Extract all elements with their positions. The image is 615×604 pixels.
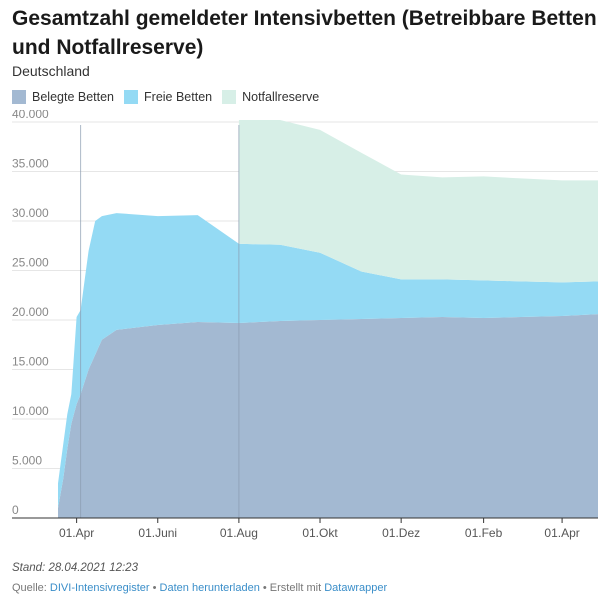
- legend-item-notfall: Notfallreserve: [222, 90, 319, 104]
- x-tick-label: 01.Juni: [138, 526, 177, 540]
- legend: Belegte Betten Freie Betten Notfallreser…: [12, 90, 319, 104]
- datawrapper-link[interactable]: Datawrapper: [324, 582, 388, 594]
- y-tick-label: 20.000: [12, 305, 49, 319]
- source-prefix: Quelle:: [12, 582, 50, 594]
- y-tick-label: 15.000: [12, 355, 49, 369]
- y-tick-label: 35.000: [12, 157, 49, 171]
- area-belegte-betten: [58, 314, 598, 518]
- chart-subtitle: Deutschland: [12, 63, 90, 79]
- legend-swatch-notfall: [222, 90, 237, 104]
- legend-label-belegte: Belegte Betten: [32, 90, 115, 104]
- source-sep-1: •: [149, 582, 160, 594]
- source-sep-2: • Erstellt mit: [259, 582, 325, 594]
- legend-swatch-freie: [124, 90, 139, 104]
- legend-item-belegte: Belegte Betten: [12, 90, 114, 104]
- y-tick-label: 40.000: [12, 110, 49, 121]
- legend-label-notfall: Notfallreserve: [242, 90, 320, 104]
- x-tick-label: 01.Dez: [382, 526, 420, 540]
- x-tick-label: 01.Apr: [59, 526, 94, 540]
- legend-item-freie: Freie Betten: [124, 90, 212, 104]
- chart-area: 0 5.000 10.000 15.000 20.000 25.000 30.000 35.0…: [12, 110, 598, 540]
- download-data-link[interactable]: Daten herunterladen: [159, 582, 260, 594]
- area-freie-betten: [58, 213, 598, 509]
- source-line: Quelle: DIVI-Intensivregister • Daten he…: [12, 582, 387, 594]
- x-tick-label: 01.Okt: [302, 526, 338, 540]
- legend-swatch-belegte: [12, 90, 26, 104]
- y-tick-label: 10.000: [12, 404, 49, 418]
- source-link[interactable]: DIVI-Intensivregister: [49, 582, 150, 594]
- y-tick-label: 0: [12, 503, 19, 517]
- legend-label-freie: Freie Betten: [144, 90, 213, 104]
- chart-title: Gesamtzahl gemeldeter Intensivbetten (Be…: [12, 7, 597, 59]
- stand-date: Stand: 28.04.2021 12:23: [12, 562, 138, 574]
- y-tick-label: 30.000: [12, 206, 49, 220]
- x-tick-label: 01.Feb: [465, 526, 503, 540]
- y-tick-label: 25.000: [12, 256, 49, 270]
- y-tick-label: 5.000: [12, 454, 42, 468]
- area-notfallreserve: [238, 120, 598, 283]
- x-tick-label: 01.Aug: [220, 526, 258, 540]
- x-tick-label: 01.Apr: [544, 526, 579, 540]
